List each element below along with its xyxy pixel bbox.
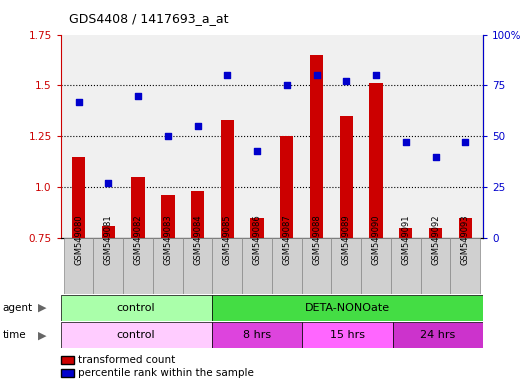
Text: GSM549087: GSM549087 bbox=[282, 214, 291, 265]
Bar bbox=[370, 83, 383, 238]
Text: GSM549092: GSM549092 bbox=[431, 214, 440, 265]
FancyBboxPatch shape bbox=[93, 238, 123, 294]
Bar bbox=[161, 195, 174, 238]
Point bbox=[253, 147, 261, 154]
FancyBboxPatch shape bbox=[301, 238, 332, 294]
FancyBboxPatch shape bbox=[153, 238, 183, 294]
Text: 24 hrs: 24 hrs bbox=[420, 330, 456, 340]
Text: GSM549085: GSM549085 bbox=[223, 214, 232, 265]
Bar bbox=[310, 55, 323, 238]
FancyBboxPatch shape bbox=[393, 322, 483, 348]
FancyBboxPatch shape bbox=[361, 238, 391, 294]
Text: GSM549090: GSM549090 bbox=[372, 214, 381, 265]
Text: GSM549084: GSM549084 bbox=[193, 214, 202, 265]
FancyBboxPatch shape bbox=[212, 322, 302, 348]
Point bbox=[402, 139, 410, 146]
Text: transformed count: transformed count bbox=[78, 355, 175, 365]
Text: ▶: ▶ bbox=[38, 330, 46, 340]
Bar bbox=[72, 157, 85, 238]
Text: GSM549089: GSM549089 bbox=[342, 214, 351, 265]
Point bbox=[74, 99, 83, 105]
Text: GSM549080: GSM549080 bbox=[74, 214, 83, 265]
Bar bbox=[101, 226, 115, 238]
FancyBboxPatch shape bbox=[64, 238, 93, 294]
Text: GSM549083: GSM549083 bbox=[163, 214, 172, 265]
Text: control: control bbox=[117, 303, 155, 313]
Point bbox=[164, 133, 172, 139]
Text: agent: agent bbox=[3, 303, 33, 313]
FancyBboxPatch shape bbox=[61, 295, 212, 321]
Bar bbox=[280, 136, 294, 238]
Point bbox=[104, 180, 112, 186]
Text: GSM549081: GSM549081 bbox=[104, 214, 113, 265]
Point bbox=[223, 72, 231, 78]
Point bbox=[134, 93, 142, 99]
Text: control: control bbox=[117, 330, 155, 340]
FancyBboxPatch shape bbox=[421, 238, 450, 294]
Text: GDS4408 / 1417693_a_at: GDS4408 / 1417693_a_at bbox=[69, 12, 228, 25]
Point bbox=[461, 139, 469, 146]
Text: DETA-NONOate: DETA-NONOate bbox=[305, 303, 390, 313]
FancyBboxPatch shape bbox=[242, 238, 272, 294]
Text: ▶: ▶ bbox=[38, 303, 46, 313]
Text: 8 hrs: 8 hrs bbox=[243, 330, 271, 340]
Point bbox=[372, 72, 380, 78]
Point bbox=[313, 72, 321, 78]
Bar bbox=[250, 218, 264, 238]
FancyBboxPatch shape bbox=[332, 238, 361, 294]
FancyBboxPatch shape bbox=[61, 322, 212, 348]
FancyBboxPatch shape bbox=[391, 238, 421, 294]
Bar bbox=[191, 191, 204, 238]
Bar bbox=[429, 228, 442, 238]
Bar bbox=[459, 218, 472, 238]
FancyBboxPatch shape bbox=[212, 238, 242, 294]
Bar bbox=[399, 228, 412, 238]
Bar bbox=[221, 120, 234, 238]
FancyBboxPatch shape bbox=[183, 238, 212, 294]
Text: GSM549091: GSM549091 bbox=[401, 214, 410, 265]
Bar bbox=[340, 116, 353, 238]
Text: GSM549088: GSM549088 bbox=[312, 214, 321, 265]
Bar bbox=[131, 177, 145, 238]
Text: time: time bbox=[3, 330, 26, 340]
Text: percentile rank within the sample: percentile rank within the sample bbox=[78, 368, 254, 378]
Point bbox=[282, 83, 291, 89]
Text: GSM549086: GSM549086 bbox=[252, 214, 261, 265]
Text: GSM549082: GSM549082 bbox=[134, 214, 143, 265]
FancyBboxPatch shape bbox=[272, 238, 301, 294]
FancyBboxPatch shape bbox=[212, 295, 483, 321]
FancyBboxPatch shape bbox=[302, 322, 393, 348]
Text: 15 hrs: 15 hrs bbox=[330, 330, 365, 340]
FancyBboxPatch shape bbox=[450, 238, 480, 294]
FancyBboxPatch shape bbox=[123, 238, 153, 294]
Point bbox=[193, 123, 202, 129]
Point bbox=[431, 154, 440, 160]
Point bbox=[342, 78, 351, 84]
Text: GSM549093: GSM549093 bbox=[461, 214, 470, 265]
